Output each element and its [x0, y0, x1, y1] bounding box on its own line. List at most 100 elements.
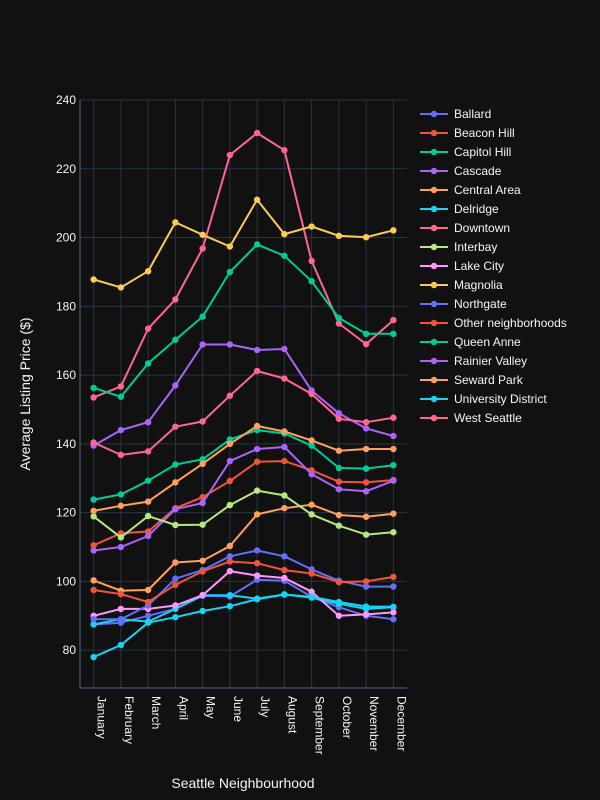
data-point — [172, 461, 179, 468]
legend-item[interactable]: West Seattle — [420, 411, 522, 425]
data-point — [117, 543, 125, 551]
legend-item[interactable]: Delridge — [420, 202, 499, 216]
legend-label: Seward Park — [454, 373, 524, 387]
data-point — [199, 557, 206, 564]
data-point — [281, 252, 288, 259]
x-tick-label: February — [122, 696, 136, 744]
legend-item[interactable]: Magnolia — [420, 278, 503, 292]
data-point — [226, 457, 234, 465]
data-point — [199, 568, 206, 575]
data-point — [117, 491, 125, 498]
x-axis-title: Seattle Neighbourhood — [171, 775, 314, 791]
legend-marker — [430, 148, 438, 156]
data-point — [335, 522, 343, 529]
legend-item[interactable]: Beacon Hill — [420, 126, 515, 140]
y-tick-label: 100 — [56, 574, 76, 588]
data-point — [390, 432, 397, 440]
x-tick-labels: January February March April May June July Augu… — [95, 696, 409, 755]
data-point — [253, 445, 261, 453]
data-point — [117, 590, 125, 598]
data-point — [281, 345, 288, 353]
series-line — [93, 425, 394, 512]
legend-item[interactable]: Capitol Hill — [420, 145, 511, 159]
legend-item[interactable]: Northgate — [420, 297, 507, 311]
y-axis-title: Average Listing Price ($) — [17, 317, 33, 470]
legend-item[interactable]: Lake City — [420, 259, 504, 273]
data-point — [308, 511, 315, 518]
data-point — [199, 499, 206, 507]
data-point — [281, 375, 288, 382]
data-point — [390, 445, 397, 453]
data-point — [117, 284, 125, 291]
data-point — [172, 575, 179, 582]
data-point — [90, 653, 97, 661]
series-line — [93, 198, 394, 289]
data-point — [172, 479, 179, 486]
legend-item[interactable]: Queen Anne — [420, 335, 521, 349]
data-point — [281, 504, 288, 512]
legend-item[interactable]: Interbay — [420, 240, 497, 254]
data-point — [253, 559, 261, 567]
legend-label: Magnolia — [454, 278, 503, 292]
legend-marker — [430, 262, 438, 270]
data-point — [308, 470, 315, 478]
y-tick-labels: 80 100 120 140 160 180 200 220 240 — [56, 93, 76, 657]
x-tick-label: July — [258, 696, 272, 717]
series-line — [92, 489, 394, 539]
legend-item[interactable]: Rainier Valley — [420, 354, 527, 368]
legend-item[interactable]: Seward Park — [420, 373, 524, 387]
data-point — [90, 384, 97, 392]
data-point — [362, 603, 370, 610]
data-point — [390, 583, 397, 590]
legend-marker — [430, 338, 438, 346]
data-point — [362, 578, 370, 585]
series-central-area — [90, 501, 397, 594]
data-point — [226, 542, 234, 550]
data-point — [362, 513, 370, 520]
legend-item[interactable]: Downtown — [420, 221, 510, 235]
legend-marker — [430, 224, 438, 232]
data-point — [144, 532, 152, 540]
series-rainier-valley — [90, 341, 397, 449]
data-point — [144, 418, 152, 426]
legend-item[interactable]: University District — [420, 392, 547, 406]
data-point — [172, 559, 179, 566]
data-point — [281, 492, 288, 499]
legend-item[interactable]: Other neighborhoods — [420, 316, 567, 330]
data-point — [281, 566, 288, 574]
legend-marker — [430, 129, 438, 137]
data-point — [281, 553, 288, 560]
legend-marker — [430, 319, 438, 327]
legend[interactable]: Ballard Beacon Hill Capitol Hill Cascade Cen… — [420, 107, 567, 425]
data-point — [362, 479, 370, 486]
data-point — [172, 602, 179, 609]
data-point — [308, 278, 315, 285]
legend-marker — [430, 281, 438, 289]
data-point — [390, 414, 397, 421]
data-point — [144, 586, 152, 594]
data-point — [226, 151, 234, 159]
series-line — [93, 370, 394, 456]
data-point — [253, 129, 261, 137]
series-line — [93, 503, 394, 592]
data-point — [335, 511, 343, 519]
legend-item[interactable]: Central Area — [420, 183, 521, 197]
y-tick-label: 80 — [63, 643, 77, 657]
legend-item[interactable]: Cascade — [420, 164, 502, 178]
legend-marker — [430, 243, 438, 251]
series-cascade — [90, 443, 397, 554]
data-point — [117, 502, 125, 509]
data-point — [117, 534, 125, 541]
series-seward-park — [90, 422, 397, 515]
data-point — [253, 572, 261, 579]
data-point — [390, 477, 397, 484]
data-point — [308, 437, 315, 444]
y-tick-label: 200 — [56, 231, 76, 245]
data-point — [308, 501, 315, 508]
data-point — [117, 605, 125, 613]
legend-item[interactable]: Ballard — [420, 107, 491, 121]
data-point — [226, 440, 234, 448]
data-point — [281, 147, 288, 154]
legend-label: Ballard — [454, 107, 491, 121]
